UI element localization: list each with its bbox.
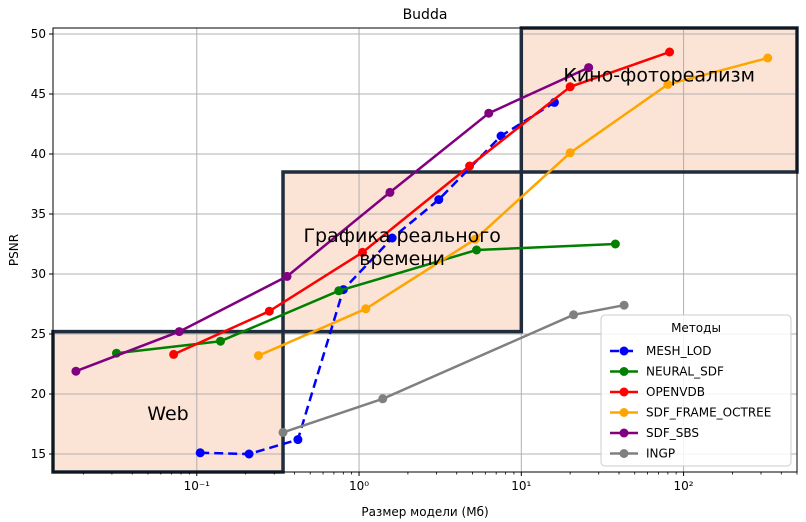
data-point	[619, 300, 629, 310]
region-fills	[53, 28, 797, 472]
legend-item-label: NEURAL_SDF	[646, 365, 724, 379]
region-fill	[521, 28, 797, 172]
data-point	[663, 79, 673, 89]
y-tick-label: 35	[31, 207, 46, 221]
y-tick-label: 50	[31, 27, 46, 41]
legend-item: SDF_SBS	[610, 426, 699, 440]
data-point	[470, 234, 480, 244]
x-axis-ticks: 10⁻¹ 10⁰ 10¹ 10²	[82, 472, 798, 493]
data-point	[334, 286, 344, 296]
region-label: Кино-фотореализм	[563, 64, 755, 86]
legend-box	[600, 314, 792, 467]
region-label: Графика реального времени	[303, 225, 500, 270]
series-neural-sdf	[111, 239, 620, 358]
series-ingp	[278, 300, 629, 437]
series-line	[173, 50, 671, 356]
plot-frame	[52, 27, 798, 473]
data-point	[385, 187, 395, 197]
series-layer	[71, 47, 773, 459]
legend-item-label: SDF_FRAME_OCTREE	[646, 406, 771, 420]
legend-item-label: MESH_LOD	[646, 344, 712, 358]
x-tick-label: 10⁰	[349, 479, 369, 493]
data-point	[763, 53, 773, 63]
data-point	[195, 448, 205, 458]
data-point	[565, 82, 575, 92]
data-point	[282, 271, 292, 281]
legend-item: SDF_FRAME_OCTREE	[610, 406, 771, 420]
legend-marker	[619, 367, 629, 376]
legend-title: Методы	[671, 321, 721, 335]
x-tick-label: 10²	[674, 479, 694, 493]
series-openvdb	[169, 47, 675, 359]
y-tick-label: 25	[31, 327, 46, 341]
data-point	[434, 195, 444, 205]
region-fill	[283, 172, 522, 332]
data-point	[215, 336, 225, 346]
y-axis-ticks: 15 20 25 30 35 40 45 50	[31, 27, 53, 461]
legend-item-label: SDF_SBS	[646, 426, 699, 440]
data-point	[278, 427, 288, 437]
legend-marker	[619, 449, 629, 458]
chart-title: Budda	[403, 7, 448, 23]
y-tick-label: 15	[31, 447, 46, 461]
legend-item: INGP	[610, 447, 675, 461]
data-point	[465, 161, 475, 171]
series-line	[75, 66, 590, 373]
legend-marker	[619, 408, 629, 417]
legend-marker	[619, 428, 629, 438]
legend-marker	[619, 346, 629, 356]
data-point	[361, 304, 371, 314]
data-point	[610, 239, 620, 249]
x-tick-label: 10⁻¹	[184, 479, 211, 493]
y-tick-label: 45	[31, 87, 46, 101]
series-line	[200, 101, 556, 456]
series-line	[258, 56, 769, 357]
data-point	[293, 435, 303, 445]
y-axis-label: PSNR	[7, 234, 21, 266]
region-fill	[53, 331, 284, 472]
data-point	[253, 351, 263, 361]
legend-item-label: INGP	[646, 447, 675, 461]
data-point	[169, 349, 179, 359]
series-line	[282, 303, 625, 434]
data-point	[71, 366, 81, 376]
x-axis-label: Размер модели (Мб)	[361, 505, 488, 519]
series-sdf-frame-octree	[253, 53, 773, 361]
data-point	[665, 47, 675, 57]
region-border	[281, 170, 524, 334]
data-point	[174, 327, 184, 337]
data-point	[387, 233, 397, 243]
data-point	[569, 310, 579, 320]
region-label: Web	[147, 403, 188, 425]
data-point	[484, 108, 494, 118]
legend: Методы MESH_LOD NEURAL_SDF OPENVDB SDF_FRAME…	[600, 314, 792, 467]
legend-item: MESH_LOD	[610, 344, 712, 358]
legend-item-label: OPENVDB	[646, 385, 705, 399]
y-tick-label: 40	[31, 147, 46, 161]
y-tick-label: 30	[31, 267, 46, 281]
series-sdf-sbs	[71, 63, 594, 376]
data-point	[565, 148, 575, 158]
x-tick-label: 10¹	[511, 479, 531, 493]
data-point	[357, 247, 367, 257]
data-point	[244, 449, 254, 459]
region-labels: Web Графика реального времени Кино-фотореал…	[147, 64, 755, 425]
y-tick-label: 20	[31, 387, 46, 401]
legend-item: NEURAL_SDF	[610, 365, 724, 379]
data-point	[584, 63, 594, 73]
data-point	[472, 245, 482, 255]
data-point	[264, 306, 274, 316]
legend-item: OPENVDB	[610, 385, 705, 399]
legend-marker	[619, 387, 629, 397]
data-point	[378, 394, 388, 404]
